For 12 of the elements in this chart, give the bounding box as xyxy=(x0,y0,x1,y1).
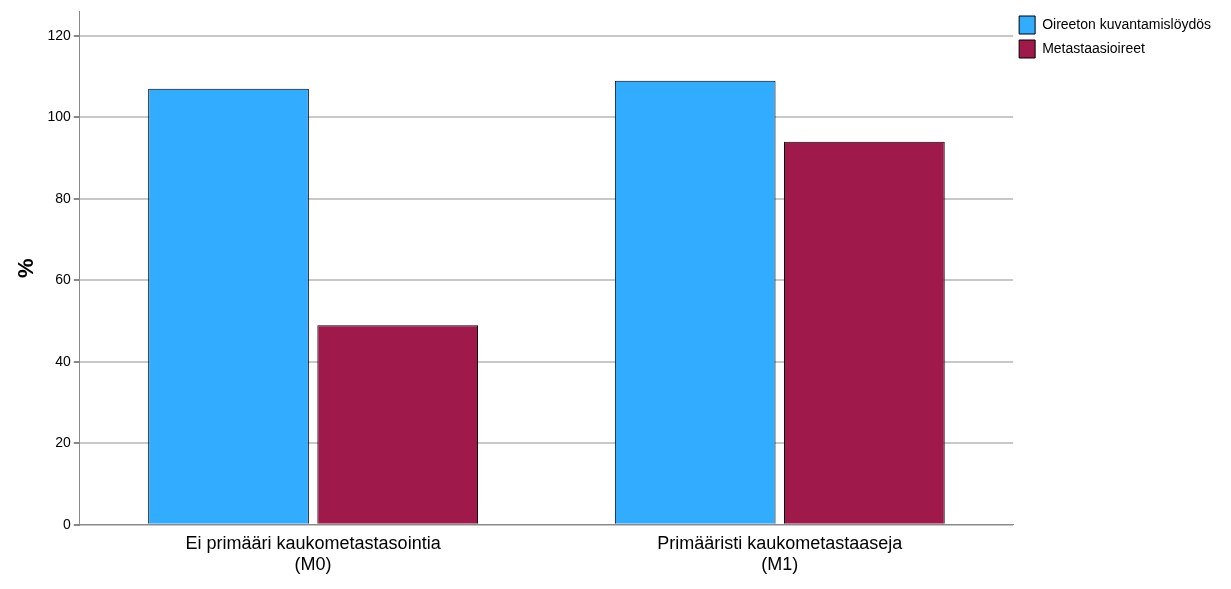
legend-label: Oireeton kuvantamislöydös xyxy=(1042,15,1212,32)
y-tick-label: 20 xyxy=(55,434,71,451)
y-tick-label: 60 xyxy=(55,271,71,288)
y-tick-label: 100 xyxy=(47,108,71,125)
y-axis-title: % xyxy=(13,258,39,278)
x-tick-label: Ei primääri kaukometastasointia (M0) xyxy=(185,532,442,575)
y-tick-label: 0 xyxy=(62,515,71,532)
y-tick-label: 40 xyxy=(55,352,71,369)
x-tick-label: Primääristi kaukometastaaseja (M1) xyxy=(657,532,904,575)
y-tick-label: 80 xyxy=(55,189,71,206)
y-tick-label: 120 xyxy=(47,26,71,43)
legend-label: Metastaasioireet xyxy=(1042,39,1145,56)
